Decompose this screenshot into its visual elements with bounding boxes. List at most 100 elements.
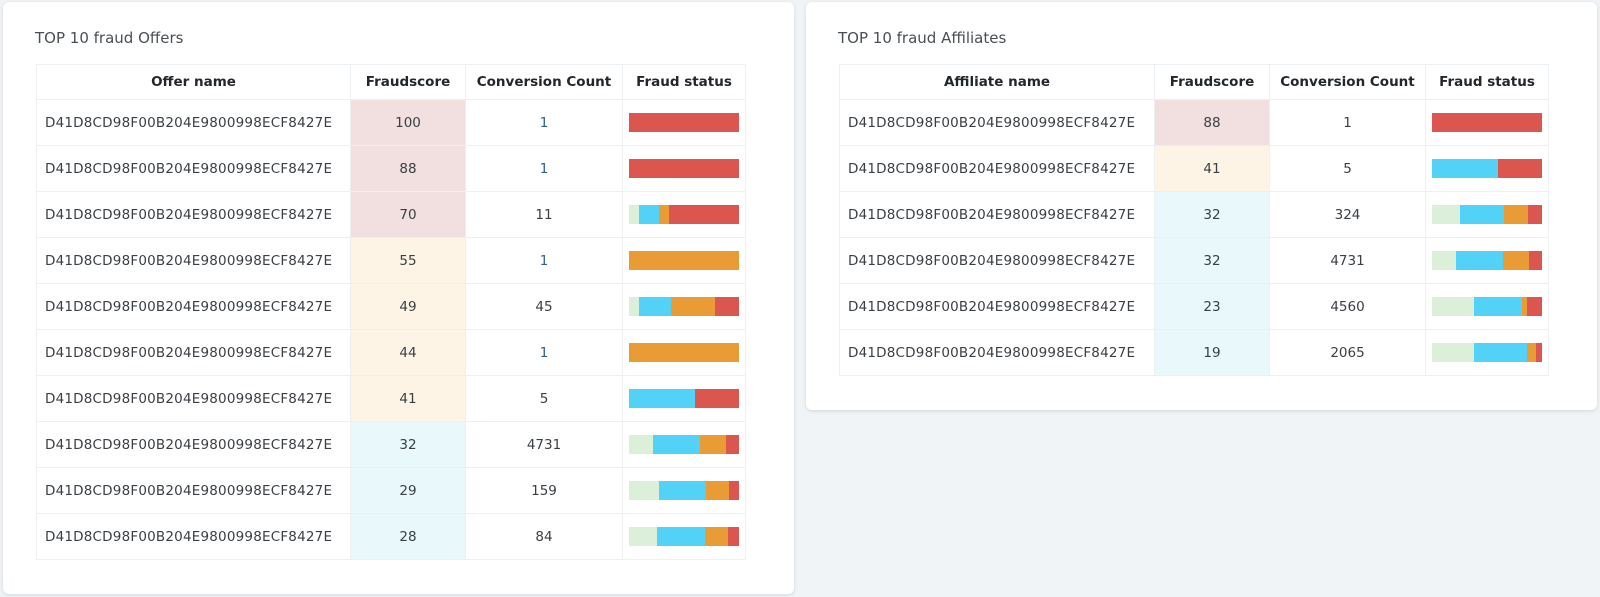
- table-row[interactable]: D41D8CD98F00B204E9800998ECF8427E 88 1: [839, 99, 1549, 146]
- affiliate-name-cell[interactable]: D41D8CD98F00B204E9800998ECF8427E: [839, 191, 1155, 238]
- offer-name-cell[interactable]: D41D8CD98F00B204E9800998ECF8427E: [36, 513, 351, 560]
- table-row[interactable]: D41D8CD98F00B204E9800998ECF8427E 32 4731: [839, 237, 1549, 284]
- fraud-status-cell: [1425, 237, 1549, 284]
- status-segment-medium: [1526, 343, 1537, 362]
- affiliate-name-cell[interactable]: D41D8CD98F00B204E9800998ECF8427E: [839, 145, 1155, 192]
- status-segment-low: [629, 389, 695, 408]
- fraud-status-bar: [1432, 159, 1542, 178]
- status-segment-low: [1473, 297, 1523, 316]
- status-segment-medium: [629, 343, 739, 362]
- status-segment-low: [1432, 159, 1498, 178]
- table-row[interactable]: D41D8CD98F00B204E9800998ECF8427E 41 5: [839, 145, 1549, 192]
- table-row[interactable]: D41D8CD98F00B204E9800998ECF8427E 19 2065: [839, 329, 1549, 376]
- offer-name-cell[interactable]: D41D8CD98F00B204E9800998ECF8427E: [36, 329, 351, 376]
- fraud-status-bar: [629, 113, 739, 132]
- offer-name-cell[interactable]: D41D8CD98F00B204E9800998ECF8427E: [36, 145, 351, 192]
- column-header-conversion-count[interactable]: Conversion Count: [1269, 64, 1426, 100]
- column-header-affiliate-name[interactable]: Affiliate name: [839, 64, 1155, 100]
- conversion-count-cell: 1: [465, 145, 623, 192]
- top-fraud-offers-card: TOP 10 fraud Offers Offer name Fraudscor…: [3, 2, 794, 594]
- fraud-status-cell: [1425, 329, 1549, 376]
- fraud-status-cell: [622, 283, 746, 330]
- offers-card-title: TOP 10 fraud Offers: [35, 29, 184, 47]
- status-segment-high: [1526, 297, 1542, 316]
- fraud-status-bar: [629, 343, 739, 362]
- fraud-status-cell: [622, 375, 746, 422]
- status-segment-medium: [670, 297, 715, 316]
- offer-name-cell[interactable]: D41D8CD98F00B204E9800998ECF8427E: [36, 191, 351, 238]
- column-header-fraudscore[interactable]: Fraudscore: [350, 64, 466, 100]
- fraudscore-cell: 41: [350, 375, 466, 422]
- offer-name-cell[interactable]: D41D8CD98F00B204E9800998ECF8427E: [36, 283, 351, 330]
- table-row[interactable]: D41D8CD98F00B204E9800998ECF8427E 29 159: [36, 467, 746, 514]
- fraud-status-bar: [629, 159, 739, 178]
- affiliate-name-cell[interactable]: D41D8CD98F00B204E9800998ECF8427E: [839, 329, 1155, 376]
- column-header-fraudscore[interactable]: Fraudscore: [1154, 64, 1270, 100]
- fraud-status-cell: [622, 99, 746, 146]
- affiliates-table: Affiliate name Fraudscore Conversion Cou…: [839, 64, 1549, 376]
- fraud-status-cell: [1425, 99, 1549, 146]
- table-row[interactable]: D41D8CD98F00B204E9800998ECF8427E 44 1: [36, 329, 746, 376]
- table-row[interactable]: D41D8CD98F00B204E9800998ECF8427E 32 324: [839, 191, 1549, 238]
- status-segment-medium: [705, 481, 730, 500]
- status-segment-high: [1527, 205, 1542, 224]
- status-segment-high: [725, 435, 739, 454]
- affiliate-name-cell[interactable]: D41D8CD98F00B204E9800998ECF8427E: [839, 283, 1155, 330]
- fraudscore-cell: 23: [1154, 283, 1270, 330]
- fraudscore-cell: 100: [350, 99, 466, 146]
- table-row[interactable]: D41D8CD98F00B204E9800998ECF8427E 70 11: [36, 191, 746, 238]
- status-segment-medium: [629, 251, 739, 270]
- table-row[interactable]: D41D8CD98F00B204E9800998ECF8427E 28 84: [36, 513, 746, 560]
- offer-name-cell[interactable]: D41D8CD98F00B204E9800998ECF8427E: [36, 375, 351, 422]
- column-header-conversion-count[interactable]: Conversion Count: [465, 64, 623, 100]
- status-segment-medium: [658, 205, 669, 224]
- fraud-status-cell: [1425, 283, 1549, 330]
- status-segment-low: [653, 435, 701, 454]
- table-row[interactable]: D41D8CD98F00B204E9800998ECF8427E 88 1: [36, 145, 746, 192]
- fraudscore-cell: 32: [1154, 237, 1270, 284]
- status-segment-safe: [629, 297, 639, 316]
- offer-name-cell[interactable]: D41D8CD98F00B204E9800998ECF8427E: [36, 467, 351, 514]
- affiliates-table-body: D41D8CD98F00B204E9800998ECF8427E 88 1 D41D8…: [839, 99, 1549, 376]
- fraudscore-cell: 32: [350, 421, 466, 468]
- status-segment-medium: [1503, 251, 1529, 270]
- affiliate-name-cell[interactable]: D41D8CD98F00B204E9800998ECF8427E: [839, 99, 1155, 146]
- table-row[interactable]: D41D8CD98F00B204E9800998ECF8427E 23 4560: [839, 283, 1549, 330]
- fraud-status-bar: [629, 389, 739, 408]
- offers-table-body: D41D8CD98F00B204E9800998ECF8427E 100 1 D41D…: [36, 99, 746, 560]
- status-segment-high: [629, 113, 739, 132]
- conversion-count-cell: 1: [465, 329, 623, 376]
- status-segment-medium: [700, 435, 726, 454]
- status-segment-low: [638, 297, 671, 316]
- affiliate-name-cell[interactable]: D41D8CD98F00B204E9800998ECF8427E: [839, 237, 1155, 284]
- column-header-fraud-status[interactable]: Fraud status: [622, 64, 746, 100]
- fraud-status-cell: [622, 145, 746, 192]
- table-row[interactable]: D41D8CD98F00B204E9800998ECF8427E 100 1: [36, 99, 746, 146]
- table-row[interactable]: D41D8CD98F00B204E9800998ECF8427E 41 5: [36, 375, 746, 422]
- conversion-count-cell: 84: [465, 513, 623, 560]
- fraudscore-cell: 49: [350, 283, 466, 330]
- column-header-offer-name[interactable]: Offer name: [36, 64, 351, 100]
- conversion-count-cell: 2065: [1269, 329, 1426, 376]
- status-segment-high: [1536, 343, 1542, 362]
- conversion-count-cell: 5: [1269, 145, 1426, 192]
- offers-table: Offer name Fraudscore Conversion Count F…: [36, 64, 746, 560]
- fraudscore-cell: 19: [1154, 329, 1270, 376]
- fraud-status-bar: [1432, 205, 1542, 224]
- offers-table-header: Offer name Fraudscore Conversion Count F…: [36, 64, 746, 100]
- table-row[interactable]: D41D8CD98F00B204E9800998ECF8427E 55 1: [36, 237, 746, 284]
- conversion-count-cell: 4560: [1269, 283, 1426, 330]
- fraud-status-cell: [622, 467, 746, 514]
- table-row[interactable]: D41D8CD98F00B204E9800998ECF8427E 49 45: [36, 283, 746, 330]
- offer-name-cell[interactable]: D41D8CD98F00B204E9800998ECF8427E: [36, 99, 351, 146]
- fraudscore-cell: 41: [1154, 145, 1270, 192]
- fraudscore-cell: 70: [350, 191, 466, 238]
- fraud-status-cell: [1425, 191, 1549, 238]
- offer-name-cell[interactable]: D41D8CD98F00B204E9800998ECF8427E: [36, 237, 351, 284]
- fraud-status-bar: [1432, 343, 1542, 362]
- status-segment-safe: [1432, 205, 1460, 224]
- column-header-fraud-status[interactable]: Fraud status: [1425, 64, 1549, 100]
- table-row[interactable]: D41D8CD98F00B204E9800998ECF8427E 32 4731: [36, 421, 746, 468]
- offer-name-cell[interactable]: D41D8CD98F00B204E9800998ECF8427E: [36, 421, 351, 468]
- fraud-status-cell: [622, 329, 746, 376]
